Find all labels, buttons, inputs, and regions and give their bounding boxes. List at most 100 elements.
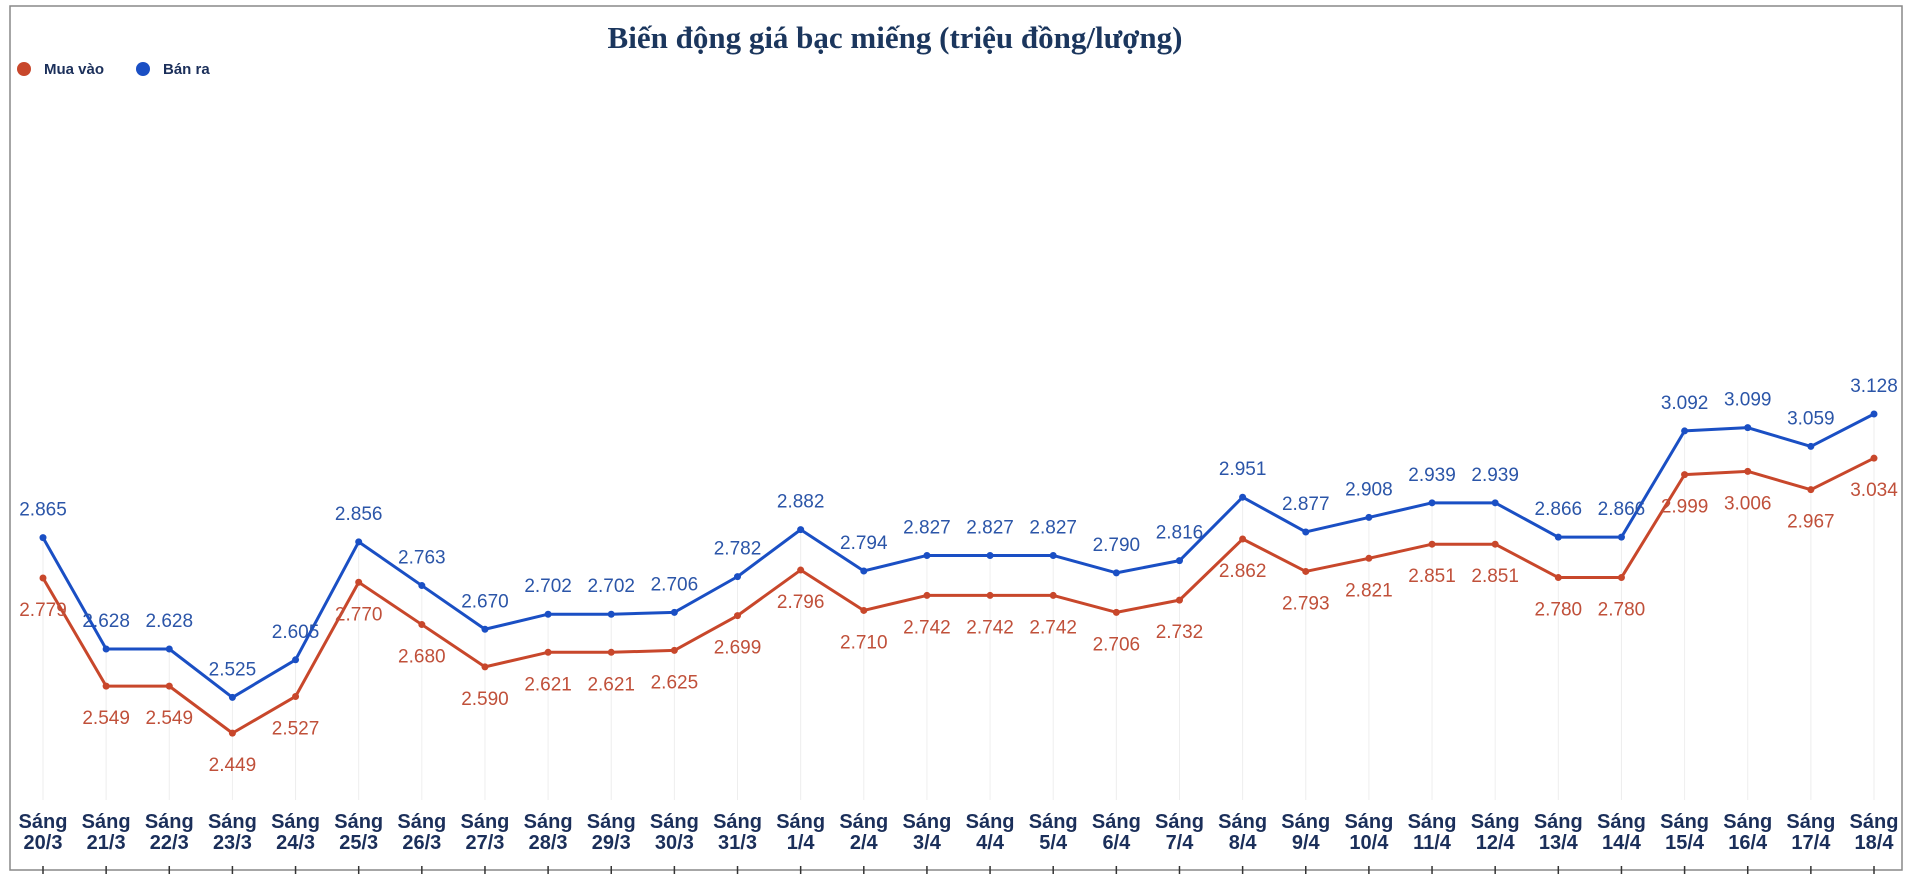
- data-point: [1617, 574, 1625, 582]
- data-point: [1870, 410, 1878, 418]
- data-label: 2.770: [335, 604, 383, 625]
- data-point: [1617, 533, 1625, 541]
- data-label: 3.128: [1850, 376, 1898, 397]
- x-tick-label-line: Sáng: [1344, 811, 1393, 833]
- data-point: [1302, 567, 1310, 575]
- data-point: [1049, 591, 1057, 599]
- x-tick-label-line: 11/4: [1413, 832, 1452, 854]
- x-tick-label: Sáng 14/4: [1597, 811, 1646, 854]
- data-label: 2.951: [1219, 459, 1267, 480]
- data-point: [1049, 551, 1057, 559]
- x-tick-label-line: Sáng: [208, 811, 257, 833]
- data-point: [1807, 442, 1815, 450]
- x-tick-label: Sáng 8/4: [1218, 811, 1267, 854]
- x-tick-label: Sáng 11/4: [1408, 811, 1457, 854]
- data-point: [544, 648, 552, 656]
- data-label: 2.763: [398, 548, 446, 569]
- x-tick-label-line: Sáng: [839, 811, 888, 833]
- data-label: 2.699: [714, 638, 762, 659]
- data-label: 2.527: [272, 718, 320, 739]
- x-tick-label-line: 9/4: [1292, 832, 1321, 854]
- x-tick-label: Sáng 1/4: [776, 811, 825, 854]
- data-point: [292, 692, 300, 700]
- data-label: 2.866: [1598, 499, 1646, 520]
- data-label: 2.882: [777, 492, 825, 513]
- data-label: 2.779: [19, 600, 67, 621]
- data-point: [1239, 493, 1247, 501]
- data-label: 2.742: [966, 617, 1014, 638]
- x-tick-label-line: 13/4: [1539, 832, 1579, 854]
- data-label: 2.625: [651, 672, 699, 693]
- data-point: [860, 567, 868, 575]
- x-tick-label-line: Sáng: [902, 811, 951, 833]
- legend-marker-mua-vao: [17, 62, 31, 76]
- data-point: [1175, 557, 1183, 565]
- data-point: [607, 610, 615, 618]
- x-tick-label: Sáng 31/3: [713, 811, 762, 854]
- data-point: [355, 538, 363, 546]
- data-label: 2.680: [398, 647, 446, 668]
- x-tick-label: Sáng 24/3: [271, 811, 320, 854]
- x-tick-label-line: 15/4: [1665, 832, 1705, 854]
- x-tick-label-line: 23/3: [213, 832, 252, 854]
- data-point: [418, 582, 426, 590]
- data-point: [1870, 454, 1878, 462]
- x-tick-label: Sáng 3/4: [902, 811, 951, 854]
- data-label: 3.099: [1724, 390, 1772, 411]
- x-tick-label: Sáng 30/3: [650, 811, 699, 854]
- chart-title: Biến động giá bạc miếng (triệu đồng/lượn…: [608, 20, 1183, 55]
- x-tick-label: Sáng 5/4: [1029, 811, 1078, 854]
- x-tick-label-line: Sáng: [1408, 811, 1457, 833]
- x-tick-label-line: 6/4: [1102, 832, 1131, 854]
- x-tick-label: Sáng 26/3: [397, 811, 446, 854]
- x-tick-label-line: 1/4: [787, 832, 816, 854]
- x-tick-label: Sáng 7/4: [1155, 811, 1204, 854]
- data-point: [1112, 608, 1120, 616]
- data-point: [1112, 569, 1120, 577]
- x-tick-label-line: Sáng: [1155, 811, 1204, 833]
- x-tick-label-line: 7/4: [1166, 832, 1195, 854]
- x-tick-label-line: Sáng: [82, 811, 131, 833]
- x-tick-label-line: 31/3: [718, 832, 757, 854]
- x-tick-label-line: Sáng: [397, 811, 446, 833]
- data-label: 2.549: [82, 708, 130, 729]
- data-point: [1744, 467, 1752, 475]
- x-tick-label-line: Sáng: [1660, 811, 1709, 833]
- x-tick-label: Sáng 22/3: [145, 811, 194, 854]
- x-tick-label-line: 4/4: [976, 832, 1005, 854]
- data-point: [1554, 533, 1562, 541]
- x-tick-label-line: Sáng: [1218, 811, 1267, 833]
- data-point: [670, 646, 678, 654]
- x-tick-label: Sáng 29/3: [587, 811, 636, 854]
- data-label: 2.821: [1345, 580, 1393, 601]
- x-tick-label: Sáng 6/4: [1092, 811, 1141, 854]
- x-tick-label-line: Sáng: [145, 811, 194, 833]
- x-tick-label-line: Sáng: [334, 811, 383, 833]
- data-point: [797, 566, 805, 574]
- x-tick-label: Sáng 18/4: [1850, 811, 1899, 854]
- x-tick-label: Sáng 10/4: [1344, 811, 1393, 854]
- data-label: 2.780: [1535, 600, 1583, 621]
- data-label: 2.590: [461, 689, 509, 710]
- data-point: [1681, 471, 1689, 479]
- data-label: 2.702: [524, 576, 572, 597]
- x-tick-label-line: 2/4: [850, 832, 879, 854]
- series-line-ban-ra: [41, 412, 1875, 699]
- data-label: 2.780: [1598, 600, 1646, 621]
- x-tick-label-line: Sáng: [524, 811, 573, 833]
- x-tick-label-line: 28/3: [529, 832, 568, 854]
- data-label: 2.732: [1156, 622, 1204, 643]
- x-tick-label: Sáng 21/3: [82, 811, 131, 854]
- x-tick-label-line: Sáng: [713, 811, 762, 833]
- legend-marker-ban-ra: [136, 62, 150, 76]
- legend: Mua vào Bán ra: [17, 61, 210, 78]
- data-point: [986, 591, 994, 599]
- data-label: 2.851: [1471, 566, 1519, 587]
- x-tick-label-line: 30/3: [655, 832, 694, 854]
- data-point: [165, 682, 173, 690]
- x-tick-label: Sáng 28/3: [524, 811, 573, 854]
- data-point: [1365, 513, 1373, 521]
- x-tick-label-line: Sáng: [1281, 811, 1330, 833]
- x-tick-label-line: 20/3: [24, 832, 63, 854]
- series-line-mua-vao: [41, 456, 1875, 735]
